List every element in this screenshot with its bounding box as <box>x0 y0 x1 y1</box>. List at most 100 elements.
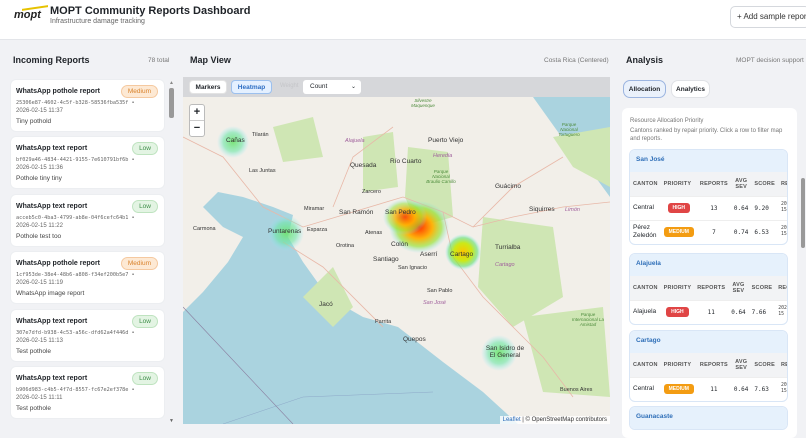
osm-attribution[interactable]: | © OpenStreetMap contributors <box>520 417 607 423</box>
map-label-santiago: Santiago <box>373 256 399 263</box>
scrollbar-thumb[interactable] <box>801 178 805 248</box>
column-header[interactable]: SCORE <box>751 353 778 377</box>
tab-analytics[interactable]: Analytics <box>671 80 710 98</box>
map-meta: Costa Rica (Centered) <box>544 57 609 64</box>
map-label-zarcero: Zarcero <box>362 189 381 195</box>
reports-count: 11 <box>696 376 731 401</box>
report-date: 2026-02-15 11:11 <box>16 395 63 401</box>
score: 6.53 <box>751 219 778 244</box>
avg-severity: 0.64 <box>728 299 749 324</box>
heat-spot-cartago <box>445 234 481 270</box>
column-header[interactable]: CANTON <box>630 353 661 377</box>
reports-title: Incoming Reports <box>13 55 90 65</box>
column-header[interactable]: RECENT <box>775 276 787 300</box>
map-tiles <box>183 97 610 424</box>
column-header[interactable]: AVG SEV <box>730 353 752 377</box>
column-header[interactable]: PRIORITY <box>660 172 697 196</box>
priority-badge: MEDIUM <box>663 227 694 238</box>
map-label-sanjose_prov: San José <box>423 300 446 306</box>
map-canvas[interactable]: Cañas Tilarán Las Juntas Miramar Carmona Punt… <box>183 97 610 424</box>
heat-spot-heredia <box>383 199 427 235</box>
heat-spot-canas <box>217 126 249 158</box>
canton-row[interactable]: Alajuela HIGH 11 0.64 7.66 2026-02-15 <box>630 299 787 324</box>
column-header[interactable]: SCORE <box>751 172 778 196</box>
report-note: Test pothole <box>16 348 52 355</box>
report-note: Tiny pothold <box>16 118 52 125</box>
zoom-in-button[interactable]: + <box>190 105 204 121</box>
map-label-quepos: Quepos <box>403 336 426 343</box>
map-label-tortuguero: Parque Nacional Tortuguero <box>558 122 580 137</box>
report-note: Pothole tiny tiny <box>16 175 62 182</box>
report-card[interactable]: WhatsApp text report Low bf029a46-4834-4… <box>11 137 164 188</box>
add-sample-report-button[interactable]: + Add sample report <box>730 6 806 28</box>
map-label-sanpablo: San Pablo <box>427 288 453 294</box>
map-label-alajuela: Alajuela <box>345 138 365 144</box>
report-date: 2026-02-15 11:36 <box>16 165 63 171</box>
chevron-down-icon: ⌄ <box>350 84 356 90</box>
column-header[interactable]: REPORTS <box>694 276 729 300</box>
scroll-up-icon[interactable]: ▲ <box>169 80 174 86</box>
column-header[interactable]: PRIORITY <box>660 353 697 377</box>
canton-row[interactable]: Pérez Zeledón MEDIUM 7 0.74 6.53 2026-02… <box>630 219 787 244</box>
province-group: Guanacaste <box>629 406 788 430</box>
heat-spot-puntarenas <box>268 215 304 251</box>
map-label-amistad: Parque Internacional La Amistad <box>571 312 605 327</box>
report-note: Test pothole <box>16 405 52 412</box>
report-card[interactable]: WhatsApp text report Low acceb5c0-4ba3-4… <box>11 195 164 246</box>
map-label-puertoviejo: Puerto Viejo <box>428 137 464 144</box>
column-header[interactable]: REPORTS <box>696 172 731 196</box>
column-header[interactable]: SCORE <box>748 276 776 300</box>
report-card[interactable]: WhatsApp text report Low b906d983-c4b5-4… <box>11 367 164 418</box>
column-header[interactable]: REPORTS <box>696 353 731 377</box>
weight-select-value: Count <box>310 83 328 90</box>
report-title: WhatsApp text report <box>16 318 88 325</box>
markers-button[interactable]: Markers <box>189 80 227 94</box>
weight-select[interactable]: Count ⌄ <box>303 80 361 94</box>
column-header[interactable]: AVG SEV <box>730 172 752 196</box>
report-id: acceb5c0-4ba3-4799-ab8e-04f6cefc64b1 • <box>16 215 135 221</box>
map-label-atenas: Atenas <box>365 230 383 236</box>
avg-severity: 0.64 <box>730 376 752 401</box>
analysis-scrollbar[interactable] <box>800 170 806 424</box>
report-card[interactable]: WhatsApp pothole report Medium 1cf953de-… <box>11 252 164 303</box>
report-id: 25306e87-4602-4c5f-b328-58536fba535f • <box>16 100 135 106</box>
leaflet-link[interactable]: Leaflet <box>502 417 521 423</box>
recent-date: 2026-02-15 <box>777 219 787 244</box>
map-label-sanramon: San Ramón <box>339 209 374 216</box>
scrollbar-thumb[interactable] <box>169 88 174 118</box>
map-label-limon: Limón <box>565 207 580 213</box>
tab-allocation[interactable]: Allocation <box>623 80 666 98</box>
score: 7.66 <box>748 299 776 324</box>
report-id: bf029a46-4834-4421-9155-7e610791bf6b • <box>16 157 135 163</box>
recent-date: 2026-02-15 <box>777 195 787 220</box>
scroll-down-icon[interactable]: ▼ <box>169 418 174 424</box>
reports-scrollbar[interactable]: ▲ ▼ <box>168 80 176 424</box>
report-card[interactable]: WhatsApp text report Low 307e7dfd-b938-4… <box>11 310 164 361</box>
map-label-parrita: Parrita <box>375 319 392 325</box>
report-id: b906d983-c4b5-4f7d-8557-fc67e2ef378e • <box>16 387 135 393</box>
app-header: mopt MOPT Community Reports Dashboard In… <box>0 0 806 40</box>
column-header[interactable]: CANTON <box>630 172 661 196</box>
column-header[interactable]: AVG SEV <box>728 276 749 300</box>
report-card[interactable]: WhatsApp pothole report Medium 25306e87-… <box>11 80 164 131</box>
report-title: WhatsApp pothole report <box>16 88 100 95</box>
score: 7.63 <box>751 376 778 401</box>
recent-date: 2026-02-15 <box>777 376 787 401</box>
zoom-out-button[interactable]: − <box>193 122 201 134</box>
report-title: WhatsApp text report <box>16 203 88 210</box>
report-id: 1cf953de-38e4-48b6-a808-f34ef200b5e7 • <box>16 272 135 278</box>
heatmap-button[interactable]: Heatmap <box>231 80 272 94</box>
canton-row[interactable]: Central MEDIUM 11 0.64 7.63 2026-02-15 <box>630 376 787 401</box>
report-date: 2026-02-15 11:37 <box>16 108 63 114</box>
report-title: WhatsApp pothole report <box>16 260 100 267</box>
map-label-tilaran: Tilarán <box>252 132 269 138</box>
map-label-cartago_prov: Cartago <box>495 262 515 268</box>
canton-name: Alajuela <box>630 299 661 324</box>
map-label-siquirres: Siquirres <box>529 206 555 213</box>
column-header[interactable]: RECENT <box>777 353 787 377</box>
column-header[interactable]: CANTON <box>630 276 661 300</box>
column-header[interactable]: RECENT <box>777 172 787 196</box>
map-label-puntarenas: Puntarenas <box>268 228 302 235</box>
canton-row[interactable]: Central HIGH 13 0.64 9.20 2026-02-15 <box>630 195 787 220</box>
column-header[interactable]: PRIORITY <box>660 276 695 300</box>
